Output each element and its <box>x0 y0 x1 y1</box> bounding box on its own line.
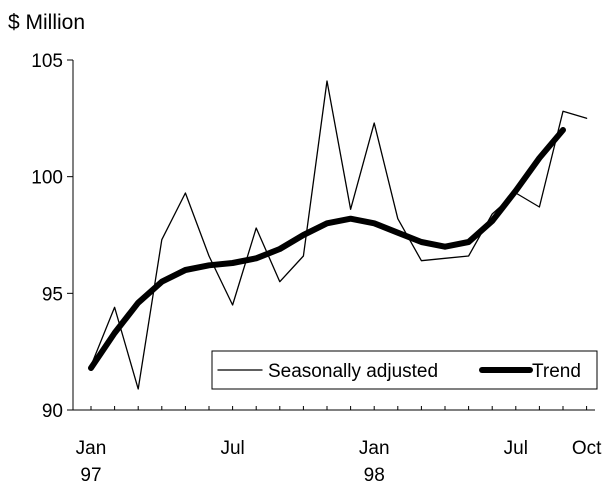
y-axis-title: $ Million <box>8 11 85 34</box>
legend-label: Seasonally adjusted <box>268 361 438 382</box>
x-tick-label: Jan <box>359 438 390 459</box>
y-tick-label: 100 <box>31 168 63 189</box>
trend-line <box>88 127 566 371</box>
seasonally-adjusted-line <box>90 80 588 390</box>
y-tick-label: 95 <box>42 284 63 305</box>
legend: Seasonally adjusted Trend <box>211 350 598 390</box>
y-tick-label: 105 <box>31 51 63 72</box>
x-tick-label-year: 97 <box>80 465 101 484</box>
series-lines <box>88 80 588 390</box>
y-tick-label: 90 <box>42 401 63 422</box>
x-tick-label: Jan <box>76 438 107 459</box>
axes <box>67 59 595 411</box>
legend-label: Trend <box>532 361 581 382</box>
x-tick-label: Oct <box>572 438 602 459</box>
x-tick-label-year: 98 <box>364 465 385 484</box>
x-tick-label: Jul <box>220 438 244 459</box>
x-tick-label: Jul <box>504 438 528 459</box>
tick-labels: 90 95 100 105 Jan 97 Jul Jan 98 Jul Oct <box>31 51 602 484</box>
